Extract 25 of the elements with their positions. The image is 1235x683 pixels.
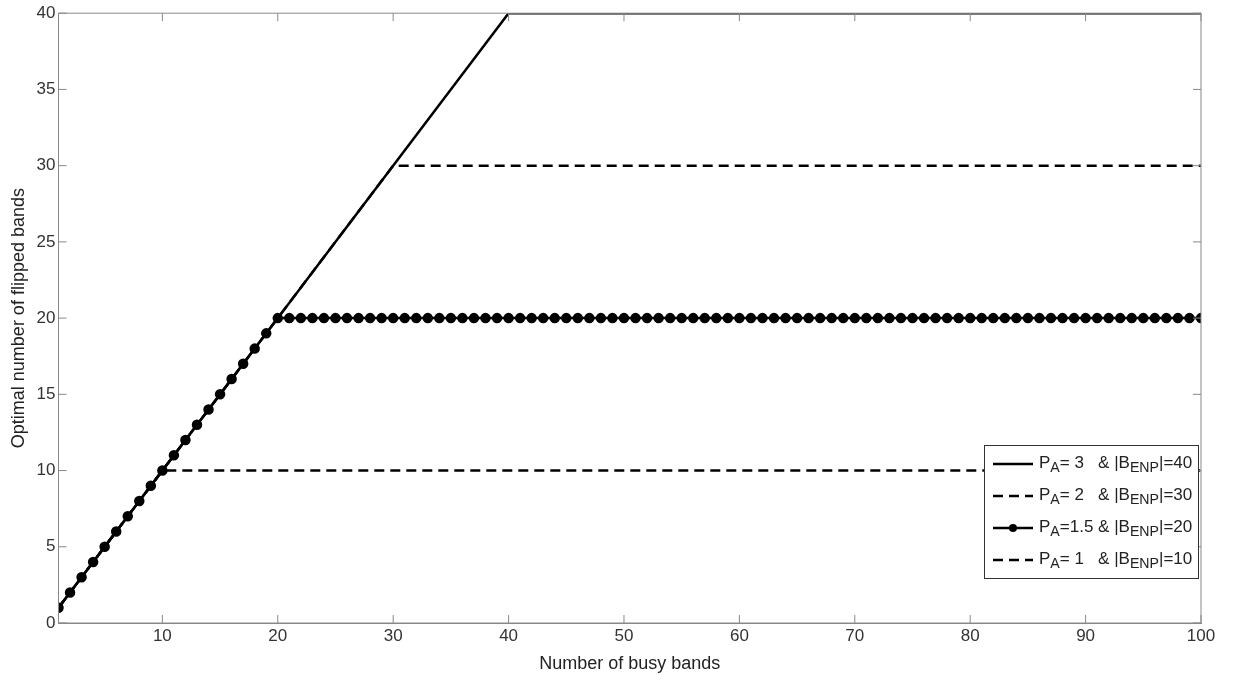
y-tick-label: 20 <box>36 307 56 327</box>
x-axis-title: Number of busy bands <box>539 653 721 674</box>
legend-label: P$_{A}$= 1 & |B$_{ENP}$|=10 <box>1039 548 1193 572</box>
y-tick-label: 10 <box>36 460 56 480</box>
y-tick-label: 0 <box>46 612 56 632</box>
y-tick-label: 30 <box>36 155 56 175</box>
y-axis-title: Optimal number of flipped bands <box>7 188 28 449</box>
x-tick-label: 90 <box>1076 625 1096 645</box>
x-tick-label: 30 <box>383 625 403 645</box>
x-tick-label: 80 <box>960 625 980 645</box>
y-tick-label: 5 <box>46 536 56 556</box>
legend-label: P$_{A}$=1.5 & |B$_{ENP}$|=20 <box>1039 516 1193 540</box>
y-tick-label: 40 <box>36 2 56 22</box>
x-tick-label: 100 <box>1186 625 1216 645</box>
x-tick-label: 60 <box>729 625 749 645</box>
y-tick-label: 35 <box>36 79 56 99</box>
legend-label: P$_{A}$= 2 & |B$_{ENP}$|=30 <box>1039 484 1193 508</box>
x-tick-label: 20 <box>268 625 288 645</box>
legend-label: P$_{A}$= 3 & |B$_{ENP}$|=40 <box>1039 452 1193 476</box>
x-tick-label: 40 <box>499 625 519 645</box>
x-tick-label: 50 <box>614 625 634 645</box>
x-tick-label: 10 <box>152 625 172 645</box>
y-tick-label: 15 <box>36 384 56 404</box>
y-tick-label: 25 <box>36 231 56 251</box>
x-tick-label: 70 <box>845 625 865 645</box>
